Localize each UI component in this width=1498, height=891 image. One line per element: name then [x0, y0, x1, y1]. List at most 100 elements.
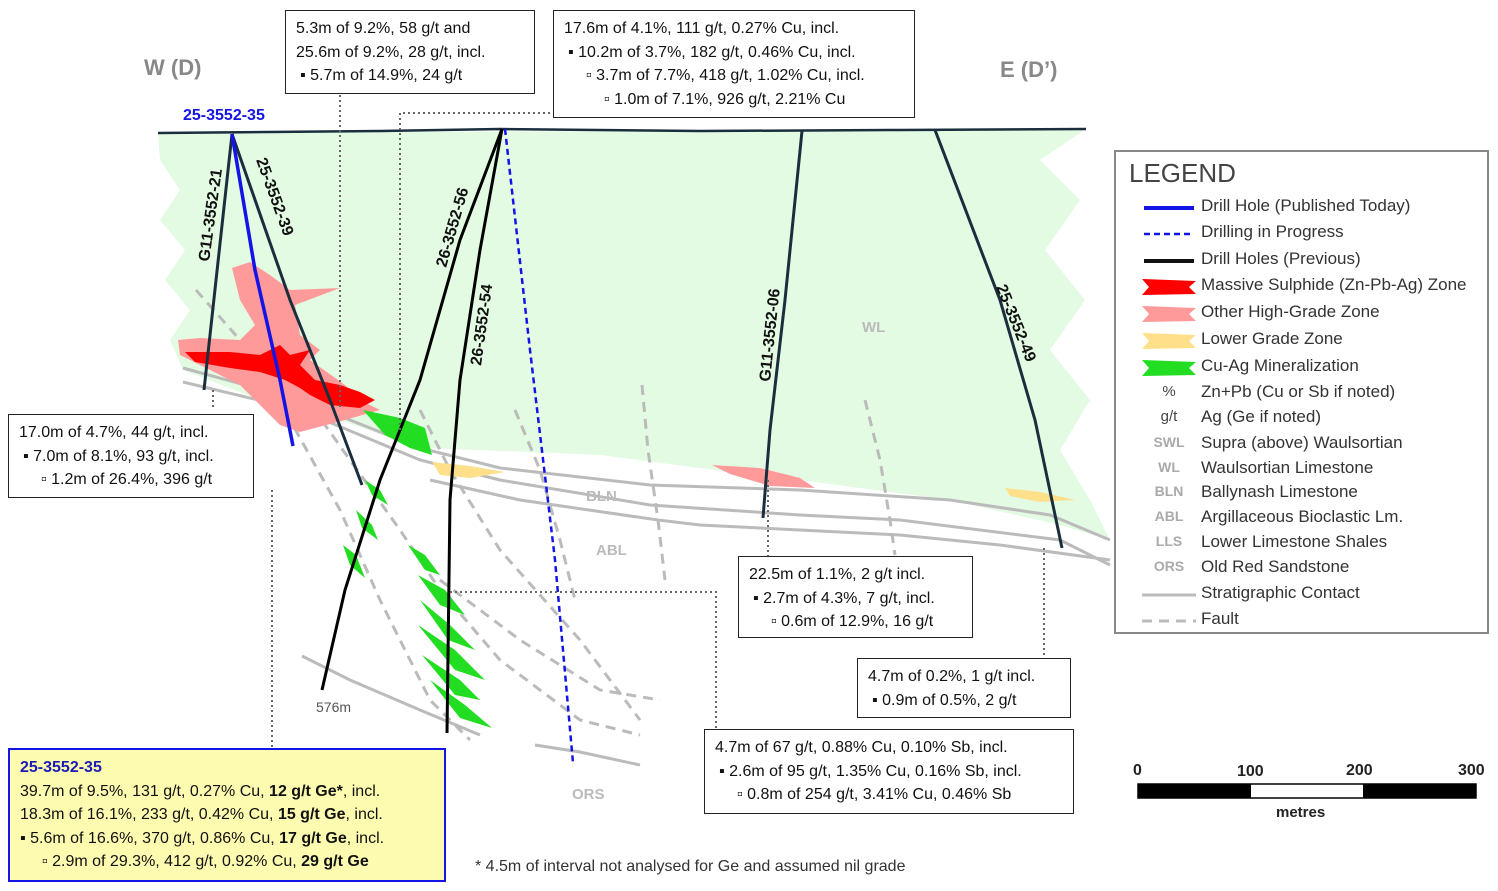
- legend-item: SWL Supra (above) Waulsortian: [1116, 432, 1486, 457]
- legend-label: Cu-Ag Mineralization: [1201, 356, 1359, 375]
- legend-label: Old Red Sandstone: [1201, 557, 1350, 576]
- east-label: E (D’): [1000, 57, 1058, 82]
- previous-drill-holes: [202, 128, 1064, 734]
- result-line: 22.5m of 1.1%, 2 g/t incl.: [749, 566, 926, 583]
- scale-tick-300: 300: [1458, 762, 1485, 779]
- legend-item: Fault: [1116, 608, 1486, 633]
- legend-item: Stratigraphic Contact: [1116, 582, 1486, 607]
- legend-symbol: g/t: [1160, 408, 1178, 425]
- legend-title: LEGEND: [1129, 158, 1236, 188]
- legend-symbol: [1134, 584, 1204, 606]
- scale-bar: [1137, 783, 1477, 799]
- hole-26-3552-54: [445, 128, 504, 734]
- legend-label: Lower Grade Zone: [1201, 329, 1343, 348]
- legend-symbol: LLS: [1155, 533, 1183, 549]
- legend-symbol: [1134, 250, 1204, 272]
- result-line: ▫ 0.6m of 12.9%, 16 g/t: [771, 613, 934, 630]
- legend-label: Argillaceous Bioclastic Lm.: [1201, 507, 1404, 526]
- west-label: W (D): [144, 55, 202, 80]
- scale-tick-0: 0: [1133, 762, 1142, 779]
- result-line: ▪ 5.7m of 14.9%, 24 g/t: [300, 67, 463, 84]
- legend-item: Drill Holes (Previous): [1116, 248, 1486, 273]
- legend-item: Drill Hole (Published Today): [1116, 195, 1486, 220]
- legend-label: Drill Hole (Published Today): [1201, 196, 1411, 215]
- legend: LEGEND Drill Hole (Published Today) Drill…: [1114, 150, 1489, 634]
- result-box-top-center: 17.6m of 4.1%, 111 g/t, 0.27% Cu, incl. …: [553, 10, 915, 118]
- legend-label: Drill Holes (Previous): [1201, 249, 1361, 268]
- footnote: * 4.5m of interval not analysed for Ge a…: [475, 858, 906, 875]
- legend-item: Cu-Ag Mineralization: [1116, 355, 1486, 380]
- legend-label: Other High-Grade Zone: [1201, 302, 1380, 321]
- legend-symbol: ABL: [1154, 508, 1184, 524]
- legend-symbol: [1134, 276, 1204, 298]
- legend-item: % Zn+Pb (Cu or Sb if noted): [1116, 381, 1486, 406]
- legend-label: Supra (above) Waulsortian: [1201, 433, 1403, 452]
- ground-surface-line: [157, 127, 1087, 135]
- legend-symbol: [1134, 303, 1204, 325]
- legend-symbol: WL: [1158, 459, 1180, 475]
- legend-item: g/t Ag (Ge if noted): [1116, 406, 1486, 431]
- legend-symbol: [1134, 357, 1204, 379]
- legend-item: BLN Ballynash Limestone: [1116, 481, 1486, 506]
- legend-item: Massive Sulphide (Zn-Pb-Ag) Zone: [1116, 274, 1486, 299]
- result-box-right-mid: 4.7m of 0.2%, 1 g/t incl. ▪ 0.9m of 0.5%…: [857, 658, 1071, 718]
- result-line: ▫ 1.0m of 7.1%, 926 g/t, 2.21% Cu: [604, 90, 846, 108]
- highlight-line-2: 18.3m of 16.1%, 233 g/t, 0.42% Cu, 15 g/…: [20, 806, 383, 823]
- legend-item: LLS Lower Limestone Shales: [1116, 531, 1486, 556]
- highlight-title: 25-3552-35: [20, 759, 102, 776]
- result-line: 25.6m of 9.2%, 28 g/t, incl.: [296, 43, 486, 61]
- result-line: ▪ 7.0m of 8.1%, 93 g/t, incl.: [23, 447, 214, 465]
- lower-grade-zone-1: [432, 462, 505, 478]
- legend-label: Drilling in Progress: [1201, 222, 1344, 241]
- legend-label: Fault: [1201, 609, 1239, 628]
- result-line: ▪ 2.6m of 95 g/t, 1.35% Cu, 0.16% Sb, in…: [719, 762, 1022, 780]
- unit-label-ors: ORS: [572, 786, 605, 803]
- hole-in-progress: [503, 128, 575, 764]
- legend-item: ORS Old Red Sandstone: [1116, 556, 1486, 581]
- legend-item: WL Waulsortian Limestone: [1116, 457, 1486, 482]
- legend-label: Waulsortian Limestone: [1201, 458, 1374, 477]
- scale-tick-200: 200: [1346, 762, 1373, 779]
- result-line: ▫ 3.7m of 7.7%, 418 g/t, 1.02% Cu, incl.: [586, 67, 865, 84]
- result-line: ▪ 2.7m of 4.3%, 7 g/t, incl.: [753, 589, 935, 607]
- legend-label: Zn+Pb (Cu or Sb if noted): [1201, 382, 1396, 401]
- unit-label-abl: ABL: [596, 542, 627, 559]
- legend-label: Ballynash Limestone: [1201, 482, 1358, 501]
- result-line: 17.6m of 4.1%, 111 g/t, 0.27% Cu, incl.: [564, 20, 840, 37]
- hole-g11-3552-21: [202, 133, 234, 391]
- legend-label: Stratigraphic Contact: [1201, 583, 1360, 602]
- waulsortian-fill: [158, 129, 1110, 540]
- high-grade-zone-2: [712, 465, 815, 488]
- result-line: ▪ 10.2m of 3.7%, 182 g/t, 0.46% Cu, incl…: [568, 43, 856, 61]
- legend-label: Lower Limestone Shales: [1201, 532, 1388, 551]
- legend-symbol: BLN: [1154, 483, 1184, 499]
- result-line: 17.0m of 4.7%, 44 g/t, incl.: [19, 424, 209, 441]
- result-box-top-left: 5.3m of 9.2%, 58 g/t and 25.6m of 9.2%, …: [285, 10, 535, 94]
- unit-label-bln: BLN: [586, 488, 617, 505]
- scale-tick-100: 100: [1237, 763, 1264, 780]
- result-box-center-mid: 22.5m of 1.1%, 2 g/t incl. ▪ 2.7m of 4.3…: [738, 556, 973, 638]
- result-line: ▪ 0.9m of 0.5%, 2 g/t: [872, 691, 1017, 709]
- legend-label: Massive Sulphide (Zn-Pb-Ag) Zone: [1201, 275, 1467, 294]
- result-box-bottom-center: 4.7m of 67 g/t, 0.88% Cu, 0.10% Sb, incl…: [704, 729, 1074, 814]
- result-box-left-mid: 17.0m of 4.7%, 44 g/t, incl. ▪ 7.0m of 8…: [8, 414, 254, 498]
- hole-published-25-3552-35: [230, 133, 295, 447]
- leader-lines: [212, 95, 1045, 748]
- hole-25-3552-49: [933, 129, 1064, 549]
- legend-symbol: [1134, 197, 1204, 219]
- legend-symbol: [1134, 223, 1204, 245]
- hole-g11-3552-06: [761, 130, 804, 519]
- legend-symbol: [1134, 330, 1204, 352]
- highlight-result-box: 25-3552-35 39.7m of 9.5%, 131 g/t, 0.27%…: [8, 748, 446, 882]
- result-line: 4.7m of 67 g/t, 0.88% Cu, 0.10% Sb, incl…: [715, 739, 1008, 756]
- published-hole-label: 25-3552-35: [183, 107, 265, 124]
- result-line: 4.7m of 0.2%, 1 g/t incl.: [868, 668, 1036, 685]
- result-line: 5.3m of 9.2%, 58 g/t and: [296, 20, 471, 37]
- result-line: ▫ 0.8m of 254 g/t, 3.41% Cu, 0.46% Sb: [737, 786, 1012, 803]
- legend-symbol: SWL: [1153, 434, 1185, 450]
- legend-label: Ag (Ge if noted): [1201, 407, 1322, 426]
- highlight-line-3: ▪ 5.6m of 16.6%, 370 g/t, 0.86% Cu, 17 g…: [20, 829, 385, 847]
- legend-symbol: ORS: [1153, 558, 1185, 574]
- result-line: ▫ 1.2m of 26.4%, 396 g/t: [41, 471, 213, 488]
